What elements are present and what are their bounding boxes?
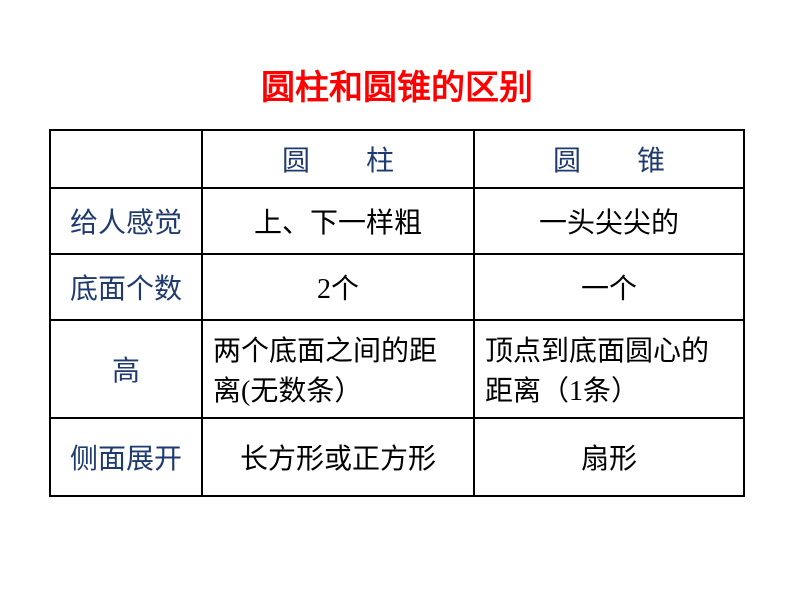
cell-feel-cone: 一头尖尖的 bbox=[474, 188, 744, 254]
header-empty bbox=[50, 130, 202, 188]
rowlabel-feel: 给人感觉 bbox=[50, 188, 202, 254]
cell-unfold-cone: 扇形 bbox=[474, 418, 744, 496]
header-cone: 圆 锥 bbox=[474, 130, 744, 188]
header-row: 圆 柱 圆 锥 bbox=[50, 130, 744, 188]
header-cylinder: 圆 柱 bbox=[202, 130, 474, 188]
page-title: 圆柱和圆锥的区别 bbox=[0, 0, 794, 129]
row-feel: 给人感觉 上、下一样粗 一头尖尖的 bbox=[50, 188, 744, 254]
rowlabel-bases: 底面个数 bbox=[50, 254, 202, 320]
rowlabel-unfold: 侧面展开 bbox=[50, 418, 202, 496]
comparison-table: 圆 柱 圆 锥 给人感觉 上、下一样粗 一头尖尖的 底面个数 2个 一个 高 两… bbox=[49, 129, 745, 497]
cell-bases-cylinder: 2个 bbox=[202, 254, 474, 320]
row-unfold: 侧面展开 长方形或正方形 扇形 bbox=[50, 418, 744, 496]
rowlabel-height: 高 bbox=[50, 320, 202, 418]
cell-height-cylinder: 两个底面之间的距离(无数条） bbox=[202, 320, 474, 418]
cell-bases-cone: 一个 bbox=[474, 254, 744, 320]
row-height: 高 两个底面之间的距离(无数条） 顶点到底面圆心的距离（1条） bbox=[50, 320, 744, 418]
cell-feel-cylinder: 上、下一样粗 bbox=[202, 188, 474, 254]
cell-height-cone: 顶点到底面圆心的距离（1条） bbox=[474, 320, 744, 418]
row-bases: 底面个数 2个 一个 bbox=[50, 254, 744, 320]
cell-unfold-cylinder: 长方形或正方形 bbox=[202, 418, 474, 496]
